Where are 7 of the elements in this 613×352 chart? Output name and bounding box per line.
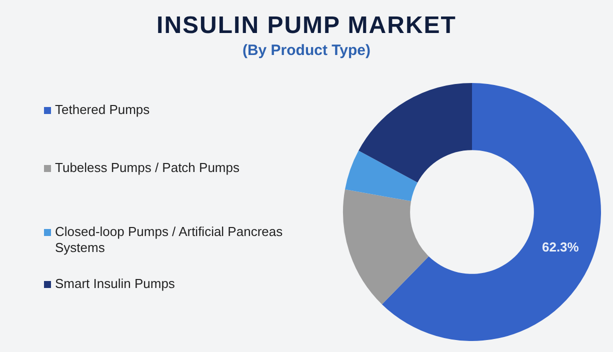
legend-label: Tubeless Pumps / Patch Pumps: [55, 160, 240, 176]
chart-title: INSULIN PUMP MARKET: [156, 12, 458, 40]
legend-label: Closed-loop Pumps / Artificial Pancreas Systems: [55, 224, 284, 256]
legend-label: Tethered Pumps: [55, 102, 150, 118]
chart-subtitle: (By Product Type): [241, 42, 372, 59]
legend-label: Smart Insulin Pumps: [55, 276, 175, 292]
data-label: 62.3%: [542, 240, 580, 255]
